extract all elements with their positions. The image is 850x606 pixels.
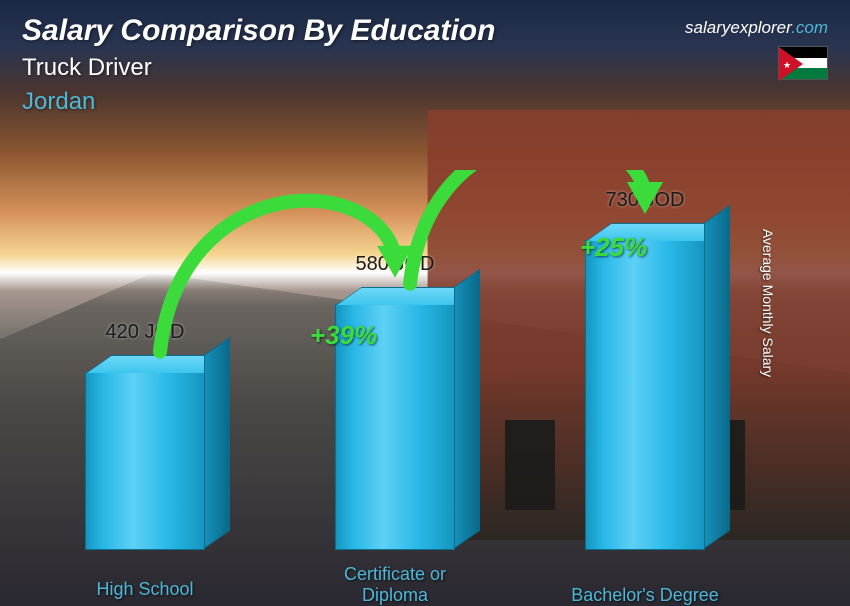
bar-chart: 420 JODHigh School580 JODCertificate or … xyxy=(50,170,770,550)
chart-subtitle: Truck Driver xyxy=(22,54,495,82)
site-logo: salaryexplorer.com xyxy=(685,18,828,38)
bar-category-label: High School xyxy=(96,579,193,600)
percent-increase-label: +25% xyxy=(580,232,647,263)
chart-title: Salary Comparison By Education xyxy=(22,14,495,48)
header: Salary Comparison By Education Truck Dri… xyxy=(22,14,495,116)
chart-country: Jordan xyxy=(22,88,495,116)
bar-category-label: Certificate or Diploma xyxy=(315,564,475,606)
logo-tld: .com xyxy=(791,18,828,37)
bar-category-label: Bachelor's Degree xyxy=(565,585,725,606)
logo-main: salaryexplorer xyxy=(685,18,791,37)
country-flag-icon: ★ xyxy=(778,46,828,80)
y-axis-label: Average Monthly Salary xyxy=(760,229,776,377)
increase-arrow-icon xyxy=(50,170,770,550)
percent-increase-label: +39% xyxy=(310,320,377,351)
